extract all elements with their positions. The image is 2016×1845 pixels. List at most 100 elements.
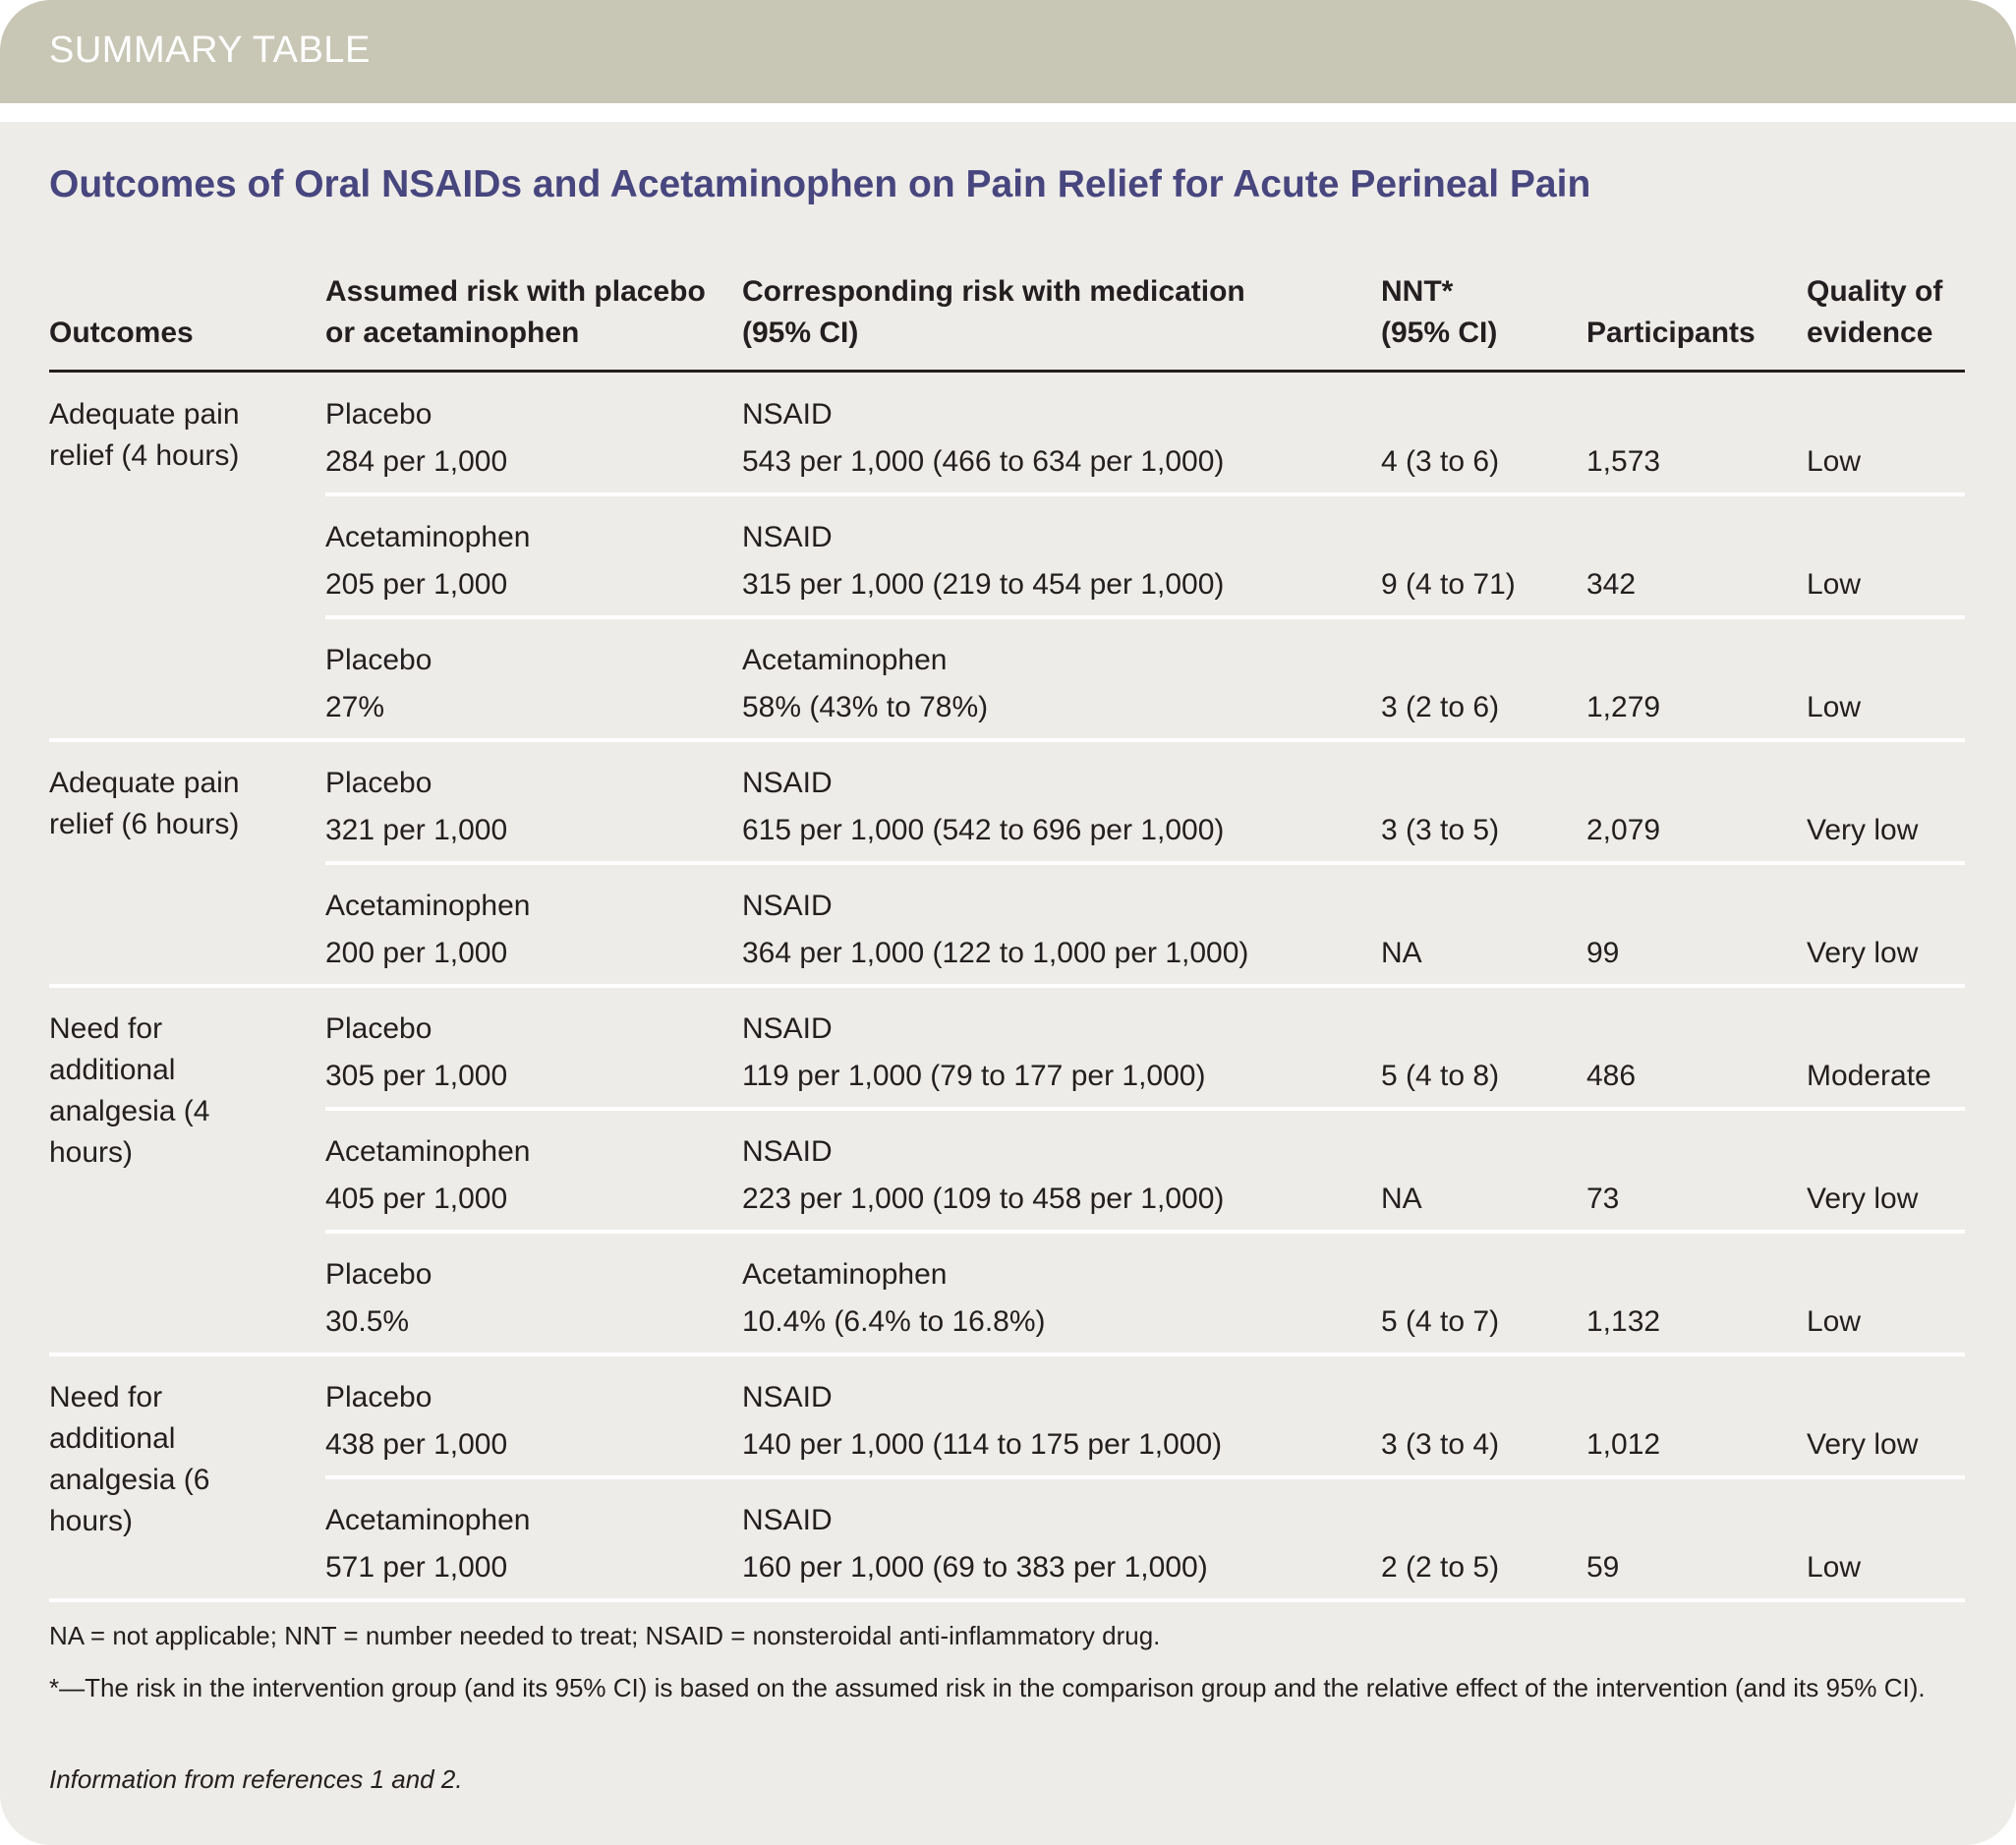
footnote-abbreviations: NA = not applicable; NNT = number needed…: [49, 1621, 1161, 1650]
footnote-source: Information from references 1 and 2.: [49, 1764, 463, 1794]
assumed-risk-value: 405 per 1,000: [325, 1182, 508, 1215]
medication-label: NSAID: [742, 890, 833, 922]
assumed-risk-value: 321 per 1,000: [325, 814, 508, 846]
group-divider: [49, 1353, 1965, 1356]
group-divider: [49, 1598, 1965, 1602]
row-divider: [325, 861, 1965, 865]
banner-label: SUMMARY TABLE: [49, 29, 371, 71]
corresponding-risk-value: 10.4% (6.4% to 16.8%): [742, 1305, 1046, 1338]
medication-label: Acetaminophen: [742, 644, 948, 676]
comparator-label: Placebo: [325, 398, 432, 431]
nnt-value: 5 (4 to 8): [1381, 1060, 1500, 1092]
quality-value: Low: [1807, 1551, 1862, 1584]
outcome-label: Adequate pain relief (6 hours): [49, 767, 240, 840]
nnt-value: 5 (4 to 7): [1381, 1305, 1500, 1338]
corresponding-risk-value: 315 per 1,000 (219 to 454 per 1,000): [742, 568, 1225, 601]
header-corresponding-risk-line2: (95% CI): [742, 317, 859, 349]
medication-label: NSAID: [742, 1381, 833, 1413]
outcome-label: Need for additional analgesia (6 hours): [49, 1381, 210, 1537]
header-nnt-line2: (95% CI): [1381, 317, 1498, 349]
participants-value: 486: [1586, 1060, 1637, 1092]
comparator-label: Placebo: [325, 1381, 432, 1413]
quality-value: Very low: [1807, 1182, 1919, 1215]
participants-value: 59: [1586, 1551, 1620, 1584]
quality-value: Moderate: [1807, 1060, 1931, 1092]
participants-value: 1,573: [1586, 445, 1661, 478]
header-outcomes: Outcomes: [49, 317, 194, 349]
quality-value: Low: [1807, 445, 1862, 478]
header-rule: [49, 370, 1965, 373]
row-divider: [325, 1230, 1965, 1234]
corresponding-risk-value: 160 per 1,000 (69 to 383 per 1,000): [742, 1551, 1208, 1584]
medication-label: NSAID: [742, 398, 833, 431]
nnt-value: 3 (3 to 4): [1381, 1428, 1500, 1461]
quality-value: Very low: [1807, 814, 1919, 846]
participants-value: 99: [1586, 937, 1620, 969]
row-divider: [325, 1107, 1965, 1111]
comparator-label: Placebo: [325, 1258, 432, 1291]
medication-label: NSAID: [742, 521, 833, 553]
header-nnt-line1: NNT*: [1381, 275, 1454, 308]
corresponding-risk-value: 58% (43% to 78%): [742, 691, 989, 723]
corresponding-risk-value: 615 per 1,000 (542 to 696 per 1,000): [742, 814, 1225, 846]
banner: SUMMARY TABLE: [0, 0, 2016, 103]
nnt-value: NA: [1381, 937, 1422, 969]
nnt-value: 3 (3 to 5): [1381, 814, 1500, 846]
header-assumed-risk-line2: or acetaminophen: [325, 317, 580, 349]
header-quality-line1: Quality of: [1807, 275, 1943, 308]
nnt-value: NA: [1381, 1182, 1422, 1215]
footnote-asterisk: *—The risk in the intervention group (an…: [49, 1673, 1926, 1702]
comparator-label: Placebo: [325, 767, 432, 799]
participants-value: 342: [1586, 568, 1637, 601]
medication-label: Acetaminophen: [742, 1258, 948, 1291]
assumed-risk-value: 571 per 1,000: [325, 1551, 508, 1584]
header-assumed-risk-line1: Assumed risk with placebo: [325, 275, 706, 308]
comparator-label: Acetaminophen: [325, 1135, 531, 1168]
medication-label: NSAID: [742, 1012, 833, 1045]
row-divider: [325, 492, 1965, 496]
quality-value: Low: [1807, 691, 1862, 723]
assumed-risk-value: 305 per 1,000: [325, 1060, 508, 1092]
participants-value: 2,079: [1586, 814, 1661, 846]
nnt-value: 3 (2 to 6): [1381, 691, 1500, 723]
participants-value: 1,012: [1586, 1428, 1661, 1461]
assumed-risk-value: 30.5%: [325, 1305, 410, 1338]
comparator-label: Placebo: [325, 644, 432, 676]
participants-value: 1,132: [1586, 1305, 1661, 1338]
medication-label: NSAID: [742, 767, 833, 799]
assumed-risk-value: 205 per 1,000: [325, 568, 508, 601]
header-corresponding-risk-line1: Corresponding risk with medication: [742, 275, 1245, 308]
comparator-label: Acetaminophen: [325, 521, 531, 553]
nnt-value: 4 (3 to 6): [1381, 445, 1500, 478]
corresponding-risk-value: 119 per 1,000 (79 to 177 per 1,000): [742, 1060, 1206, 1092]
header-participants: Participants: [1586, 317, 1756, 349]
assumed-risk-value: 284 per 1,000: [325, 445, 508, 478]
corresponding-risk-value: 364 per 1,000 (122 to 1,000 per 1,000): [742, 937, 1249, 969]
quality-value: Very low: [1807, 937, 1919, 969]
participants-value: 1,279: [1586, 691, 1661, 723]
row-divider: [325, 615, 1965, 619]
participants-value: 73: [1586, 1182, 1620, 1215]
comparator-label: Acetaminophen: [325, 890, 531, 922]
assumed-risk-value: 200 per 1,000: [325, 937, 508, 969]
nnt-value: 2 (2 to 5): [1381, 1551, 1500, 1584]
corresponding-risk-value: 223 per 1,000 (109 to 458 per 1,000): [742, 1182, 1225, 1215]
comparator-label: Acetaminophen: [325, 1504, 531, 1536]
group-divider: [49, 738, 1965, 742]
table-body-background: [0, 122, 2016, 1845]
banner-divider: [0, 103, 2016, 122]
assumed-risk-value: 438 per 1,000: [325, 1428, 508, 1461]
medication-label: NSAID: [742, 1135, 833, 1168]
header-quality-line2: evidence: [1807, 317, 1933, 349]
quality-value: Very low: [1807, 1428, 1919, 1461]
group-divider: [49, 984, 1965, 988]
medication-label: NSAID: [742, 1504, 833, 1536]
corresponding-risk-value: 543 per 1,000 (466 to 634 per 1,000): [742, 445, 1225, 478]
quality-value: Low: [1807, 1305, 1862, 1338]
assumed-risk-value: 27%: [325, 691, 385, 723]
row-divider: [325, 1475, 1965, 1479]
outcome-label: Need for additional analgesia (4 hours): [49, 1012, 210, 1169]
comparator-label: Placebo: [325, 1012, 432, 1045]
nnt-value: 9 (4 to 71): [1381, 568, 1516, 601]
